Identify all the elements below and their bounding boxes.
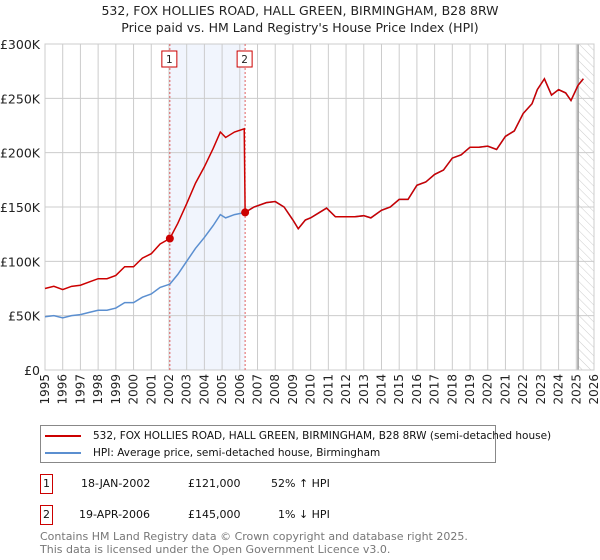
x-tick-label: 2002 — [162, 374, 176, 405]
x-tick-label: 2025 — [569, 374, 583, 405]
y-tick-label: £100K — [0, 254, 41, 269]
x-tick-label: 2003 — [180, 374, 194, 405]
hpi-line — [44, 77, 584, 319]
x-tick-label: 1997 — [73, 374, 87, 405]
x-tick-label: 2001 — [144, 374, 158, 405]
x-tick-label: 2016 — [410, 374, 424, 405]
sale-label-box — [236, 50, 253, 68]
x-tick-label: 2014 — [374, 374, 388, 405]
x-tick-label: 2017 — [428, 374, 442, 405]
x-tick-label: 1996 — [56, 374, 70, 405]
legend: 532, FOX HOLLIES ROAD, HALL GREEN, BIRMI… — [40, 425, 551, 463]
x-tick-label: 2023 — [534, 374, 548, 405]
transaction-row: 1 18-JAN-2002 £121,000 52% ↑ HPI — [40, 474, 540, 494]
legend-item-property: 532, FOX HOLLIES ROAD, HALL GREEN, BIRMI… — [41, 428, 551, 444]
x-tick-label: 1995 — [38, 374, 52, 405]
plot-border — [44, 43, 595, 371]
x-tick-label: 2009 — [286, 374, 300, 405]
chart-title: 532, FOX HOLLIES ROAD, HALL GREEN, BIRMI… — [101, 3, 499, 18]
x-tick-label: 1999 — [109, 374, 123, 405]
x-tick-label: 2024 — [552, 374, 566, 405]
transaction-date: 19-APR-2006 — [79, 508, 151, 521]
y-tick-label: £300K — [0, 37, 41, 52]
x-tick-label: 2010 — [304, 374, 318, 405]
x-tick-label: 2013 — [357, 374, 371, 405]
sale-point — [165, 234, 174, 243]
x-tick-label: 2004 — [197, 374, 211, 405]
y-tick-label: £250K — [0, 91, 41, 106]
x-tick-label: 2011 — [321, 374, 335, 405]
x-tick-label: 2018 — [445, 374, 459, 405]
marker-badge: 1 — [40, 474, 53, 494]
legend-item-hpi: HPI: Average price, semi-detached house,… — [41, 445, 380, 461]
x-tick-label: 2008 — [268, 374, 282, 405]
transaction-row: 2 19-APR-2006 £145,000 1% ↓ HPI — [40, 505, 540, 525]
x-tick-label: 2015 — [392, 374, 406, 405]
sale-label-box — [161, 50, 178, 68]
x-tick-label: 2026 — [587, 374, 600, 405]
x-tick-label: 2020 — [481, 374, 495, 405]
x-tick-label: 2000 — [127, 374, 141, 405]
x-tick-label: 2007 — [251, 374, 265, 405]
x-tick-label: 2022 — [516, 374, 530, 405]
property-price-line — [44, 77, 584, 291]
legend-swatch-red — [45, 435, 81, 437]
transaction-hpi: 52% ↑ HPI — [271, 477, 330, 490]
transaction-date: 18-JAN-2002 — [81, 477, 151, 490]
sale-label: 1 — [166, 54, 173, 66]
legend-label: HPI: Average price, semi-detached house,… — [93, 447, 381, 459]
y-tick-label: £0 — [24, 363, 40, 378]
x-tick-label: 2006 — [233, 374, 247, 405]
legend-label: 532, FOX HOLLIES ROAD, HALL GREEN, BIRMI… — [93, 430, 552, 442]
chart-subtitle: Price paid vs. HM Land Registry's House … — [121, 20, 479, 35]
y-tick-label: £200K — [0, 146, 41, 161]
sale-label: 2 — [241, 54, 248, 66]
x-tick-label: 2012 — [339, 374, 353, 405]
transaction-price: £145,000 — [188, 508, 241, 521]
marker-badge: 2 — [40, 505, 53, 525]
footer-licence: This data is licensed under the Open Gov… — [40, 543, 391, 556]
y-tick-label: £150K — [0, 200, 41, 215]
sale-point — [241, 208, 250, 217]
legend-swatch-blue — [45, 452, 81, 454]
price-chart: 1995 1996 1997 1998 1999 2000 2001 2002 2003 2004… — [0, 37, 600, 405]
x-tick-label: 2019 — [463, 374, 477, 405]
x-tick-label: 2005 — [215, 374, 229, 405]
footer-copyright: Contains HM Land Registry data © Crown c… — [40, 530, 468, 543]
transaction-price: £121,000 — [188, 477, 241, 490]
x-tick-label: 1998 — [91, 374, 105, 405]
x-tick-label: 2021 — [498, 374, 512, 405]
y-tick-label: £50K — [8, 309, 41, 324]
transaction-hpi: 1% ↓ HPI — [278, 508, 330, 521]
